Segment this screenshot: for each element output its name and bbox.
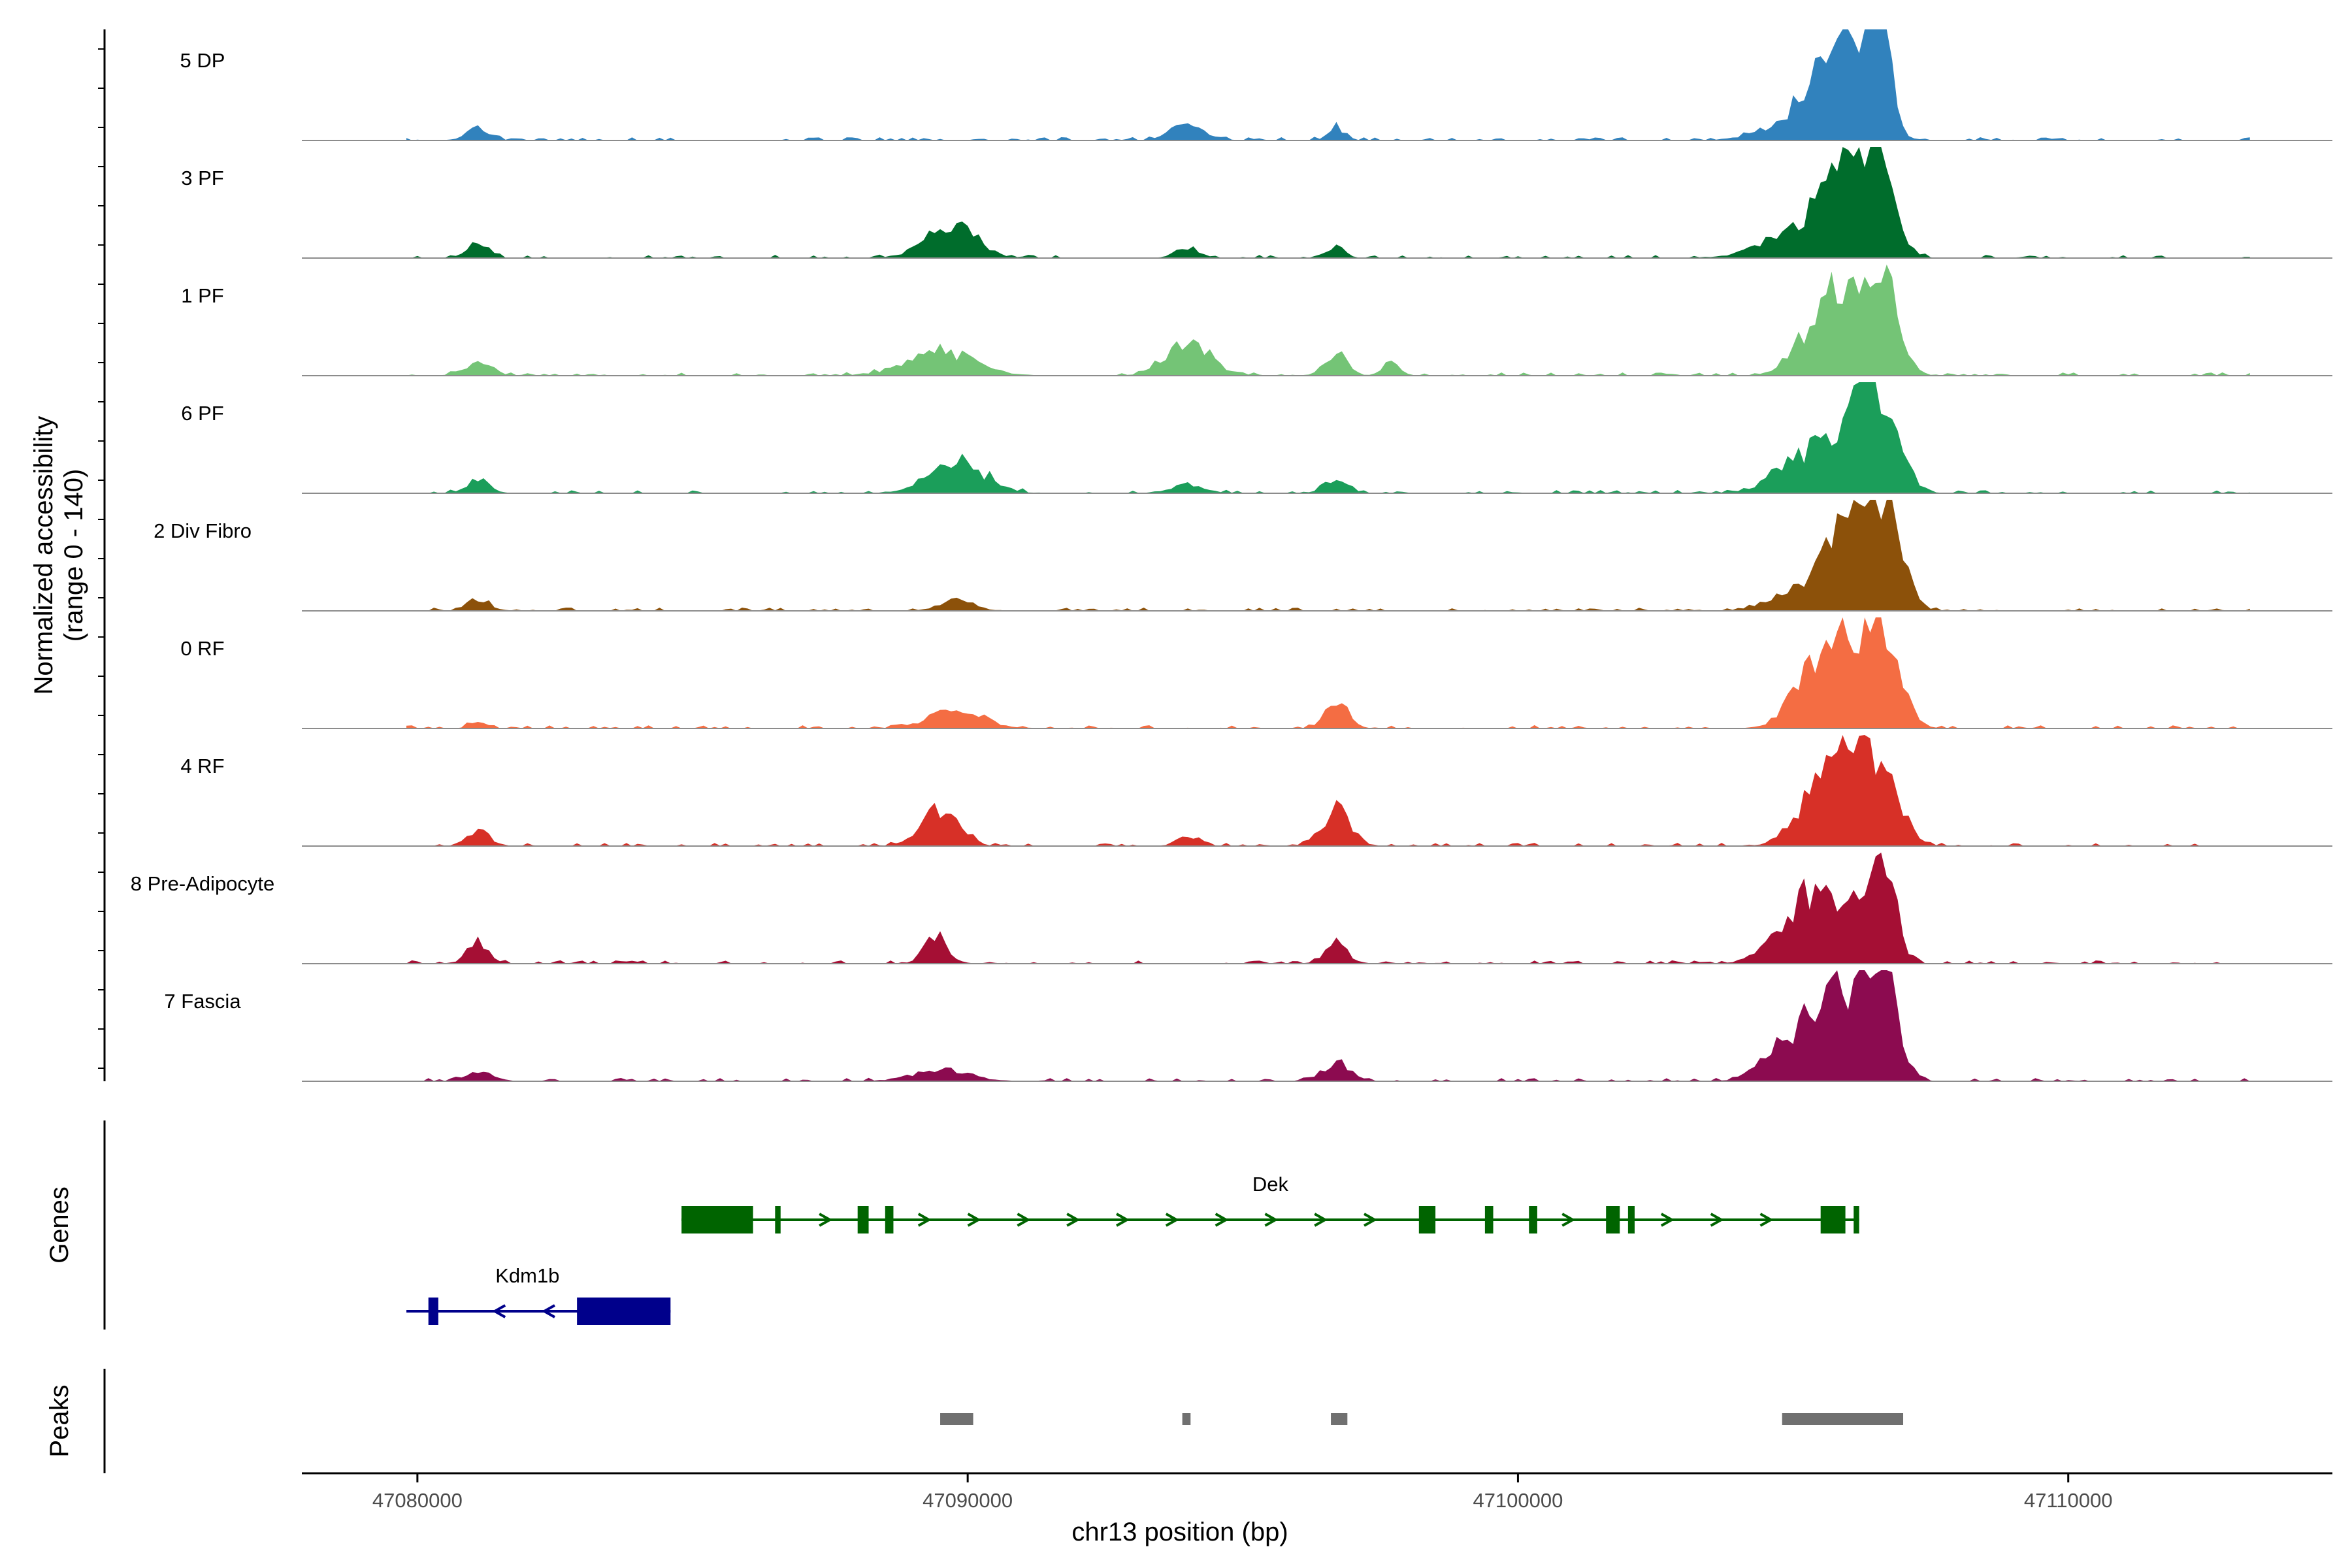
gene-exon — [1484, 1206, 1494, 1233]
gene-exon — [1418, 1206, 1436, 1233]
gene-exon — [775, 1206, 781, 1233]
gene-exon — [1820, 1206, 1846, 1233]
gene-model: Kdm1b — [406, 1264, 671, 1325]
strand-chevron — [1215, 1213, 1229, 1227]
gene-exon — [681, 1206, 753, 1233]
gene-exon — [577, 1298, 671, 1325]
peaks-panel — [103, 1369, 1904, 1473]
genes-panel-title: Genes — [45, 1186, 74, 1264]
gene-exon — [885, 1206, 894, 1233]
strand-chevron — [1660, 1213, 1674, 1227]
y-axis-title: Normalized accessibility — [29, 416, 58, 695]
track-label: 2 Div Fibro — [154, 519, 252, 542]
track-label: 0 RF — [180, 637, 224, 660]
coverage-area — [406, 735, 2250, 846]
track-label: 3 PF — [181, 167, 223, 189]
coverage-track: 4 RF — [180, 735, 2332, 847]
strand-chevron — [1314, 1213, 1328, 1227]
coverage-track: 2 Div Fibro — [154, 500, 2332, 612]
coverage-area — [406, 970, 2250, 1081]
strand-chevron — [1116, 1213, 1130, 1227]
peak-region — [1331, 1413, 1348, 1425]
x-tick-label: 47110000 — [2024, 1489, 2113, 1512]
gene-exon — [428, 1298, 438, 1325]
gene-exon — [1606, 1206, 1620, 1233]
x-tick-label: 47080000 — [372, 1489, 463, 1512]
strand-chevron — [541, 1304, 556, 1318]
y-axis-range-subtitle: (range 0 - 140) — [59, 469, 88, 642]
strand-chevron — [1710, 1213, 1724, 1227]
coverage-track: 1 PF — [181, 265, 2332, 376]
coverage-track: 5 DP — [180, 29, 2332, 141]
coverage-track: 0 RF — [180, 617, 2332, 729]
coverage-area — [406, 147, 2250, 258]
track-label: 4 RF — [180, 755, 224, 777]
strand-chevron — [1364, 1213, 1378, 1227]
gene-exon — [1529, 1206, 1537, 1233]
coverage-area — [406, 500, 2250, 611]
peak-region — [940, 1413, 973, 1425]
x-tick-label: 47090000 — [923, 1489, 1013, 1512]
x-tick-label: 47100000 — [1473, 1489, 1563, 1512]
strand-chevron — [1264, 1213, 1279, 1227]
coverage-track: 6 PF — [181, 382, 2332, 494]
strand-chevron — [917, 1213, 932, 1227]
track-label: 8 Pre-Adipocyte — [131, 872, 275, 895]
track-label: 1 PF — [181, 284, 223, 307]
coverage-area — [406, 853, 2250, 964]
track-label: 6 PF — [181, 402, 223, 425]
left-axis-group — [98, 29, 106, 1081]
gene-name-label: Kdm1b — [495, 1264, 559, 1287]
strand-chevron — [1066, 1213, 1081, 1227]
gene-exon — [1854, 1206, 1859, 1233]
track-label: 7 Fascia — [164, 990, 241, 1013]
gene-model: Dek — [681, 1173, 1859, 1233]
x-axis-title: chr13 position (bp) — [1071, 1518, 1288, 1546]
coverage-area — [406, 29, 2250, 140]
gene-exon — [857, 1206, 869, 1233]
strand-chevron — [1561, 1213, 1576, 1227]
strand-chevron — [492, 1304, 506, 1318]
peaks-panel-title: Peaks — [45, 1384, 74, 1457]
genes-panel: Dek Kdm1b — [103, 1120, 1859, 1330]
strand-chevron — [1165, 1213, 1179, 1227]
strand-chevron — [967, 1213, 981, 1227]
gene-exon — [1627, 1206, 1635, 1233]
coverage-track: 8 Pre-Adipocyte — [131, 853, 2332, 964]
strand-chevron — [1017, 1213, 1031, 1227]
coverage-track: 7 Fascia — [164, 970, 2332, 1082]
coverage-area — [406, 265, 2250, 376]
coverage-track: 3 PF — [181, 147, 2332, 259]
track-label: 5 DP — [180, 49, 225, 72]
strand-chevron — [1759, 1213, 1774, 1227]
peak-region — [1782, 1413, 1904, 1425]
x-axis: 47080000 47090000 47100000 47110000 — [302, 1472, 2332, 1512]
coverage-area — [406, 382, 2250, 493]
gene-name-label: Dek — [1252, 1173, 1289, 1196]
coverage-area — [406, 617, 2250, 728]
peak-region — [1182, 1413, 1191, 1425]
coverage-tracks: 5 DP 3 PF 1 PF 6 PF 2 Div Fibro 0 RF 4 RF 8 Pre… — [131, 29, 2332, 1082]
strand-chevron — [819, 1213, 833, 1227]
